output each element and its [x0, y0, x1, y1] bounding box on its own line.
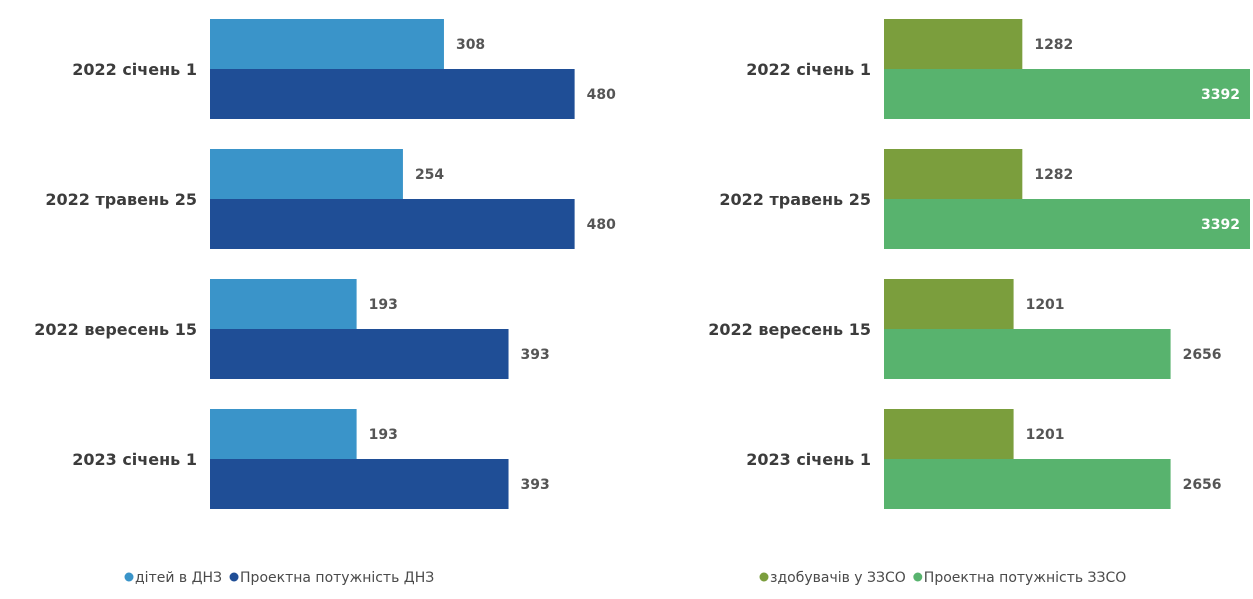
data-label: 2656 — [1183, 477, 1222, 493]
category-label: 2022 вересень 15 — [708, 320, 871, 339]
bar — [884, 329, 1171, 379]
legend-marker — [913, 572, 923, 582]
bar — [884, 149, 1023, 199]
data-label: 480 — [587, 217, 616, 233]
data-label: 1282 — [1034, 167, 1073, 183]
bar — [210, 279, 357, 329]
category-label: 2023 січень 1 — [72, 450, 197, 469]
data-label: 193 — [369, 427, 398, 443]
data-label: 480 — [587, 87, 616, 103]
bar — [210, 69, 575, 119]
category-group: 2022 вересень 15 193 393 — [34, 279, 550, 379]
legend-marker — [124, 572, 134, 582]
bar — [884, 409, 1014, 459]
bar — [210, 19, 444, 69]
category-label: 2022 січень 1 — [746, 60, 871, 79]
bar — [884, 69, 1250, 119]
data-label: 393 — [521, 347, 550, 363]
data-label: 193 — [369, 297, 398, 313]
data-label: 308 — [456, 37, 485, 53]
bar — [884, 279, 1014, 329]
category-label: 2022 вересень 15 — [34, 320, 197, 339]
bar — [884, 199, 1250, 249]
category-group: 2023 січень 1 193 393 — [72, 409, 550, 509]
bar — [884, 459, 1171, 509]
data-label: 3392 — [1201, 217, 1240, 233]
data-label: 3392 — [1201, 87, 1240, 103]
chart-panel-1: 2022 січень 1 308 480 2022 травень 25 254 480… — [34, 19, 616, 586]
bar — [210, 329, 509, 379]
legend-label: Проектна потужність ЗЗСО — [924, 570, 1127, 586]
legend-marker — [229, 572, 239, 582]
category-group: 2023 січень 1 1201 2656 — [746, 409, 1222, 509]
data-label: 2656 — [1183, 347, 1222, 363]
legend: дітей в ДНЗ Проектна потужність ДНЗ — [124, 570, 434, 586]
category-group: 2022 травень 25 1282 3392 — [719, 149, 1250, 249]
bar — [210, 199, 575, 249]
category-group: 2022 вересень 15 1201 2656 — [708, 279, 1222, 379]
legend: здобувачів у ЗЗСО Проектна потужність ЗЗС… — [759, 570, 1127, 586]
bar — [884, 19, 1023, 69]
chart-panel-2: 2022 січень 1 1282 3392 2022 травень 25 1282… — [708, 19, 1250, 586]
bar — [210, 149, 403, 199]
category-label: 2023 січень 1 — [746, 450, 871, 469]
category-label: 2022 травень 25 — [45, 190, 197, 209]
legend-marker — [759, 572, 769, 582]
data-label: 1282 — [1034, 37, 1073, 53]
legend-label: дітей в ДНЗ — [135, 570, 222, 586]
bar — [210, 409, 357, 459]
legend-label: Проектна потужність ДНЗ — [240, 570, 434, 586]
data-label: 1201 — [1026, 427, 1065, 443]
data-label: 254 — [415, 167, 444, 183]
legend-label: здобувачів у ЗЗСО — [770, 570, 906, 586]
data-label: 1201 — [1026, 297, 1065, 313]
category-group: 2022 січень 1 1282 3392 — [746, 19, 1250, 119]
category-label: 2022 травень 25 — [719, 190, 871, 209]
data-label: 393 — [521, 477, 550, 493]
category-label: 2022 січень 1 — [72, 60, 197, 79]
bar — [210, 459, 509, 509]
category-group: 2022 травень 25 254 480 — [45, 149, 616, 249]
category-group: 2022 січень 1 308 480 — [72, 19, 616, 119]
